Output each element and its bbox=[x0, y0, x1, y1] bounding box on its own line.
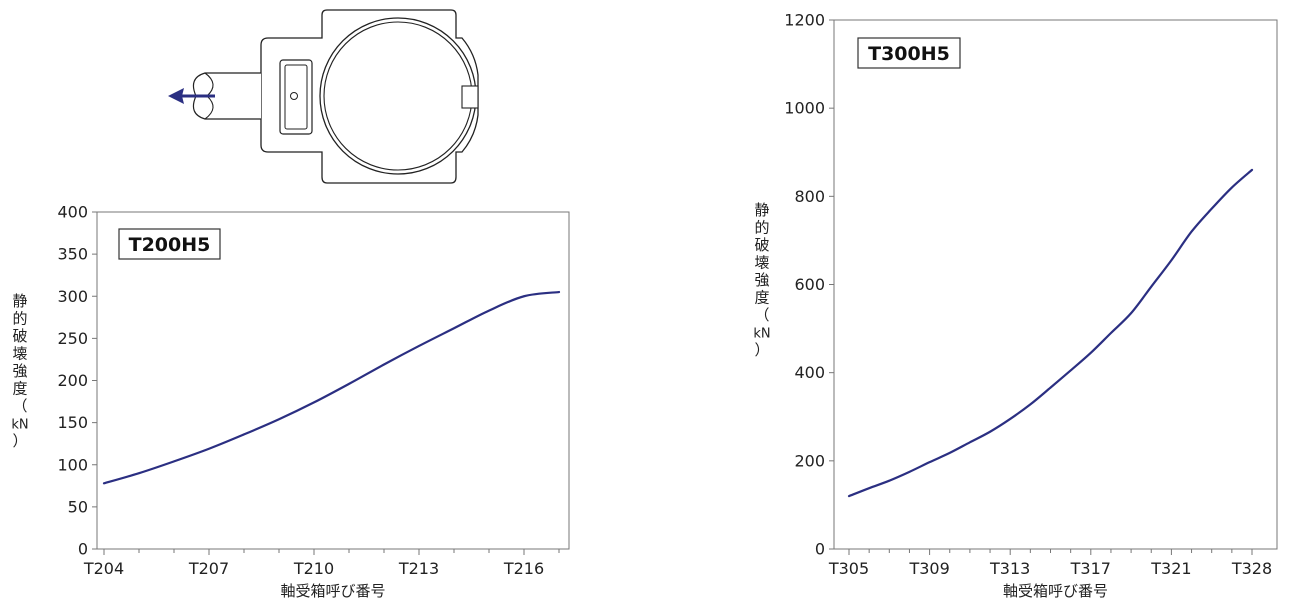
y-tick-label: 1200 bbox=[784, 11, 825, 30]
x-tick-label: T309 bbox=[908, 559, 949, 578]
x-tick-label: T305 bbox=[828, 559, 869, 578]
chart-t300h5: 0 200 400 600 800 1000 1200 T305 T309 T313 T317 T32… bbox=[753, 11, 1278, 600]
x-tick-label: T204 bbox=[83, 559, 124, 578]
y-tick-label: 250 bbox=[57, 329, 88, 348]
housing-side-lug bbox=[461, 85, 479, 109]
y-axis-title-char: 的 bbox=[754, 219, 769, 237]
x-axis-title: 軸受箱呼び番号 bbox=[280, 582, 385, 600]
plot-frame bbox=[96, 211, 570, 550]
y-axis-title-char: 強 bbox=[754, 271, 769, 289]
y-tick-label: 50 bbox=[68, 497, 88, 516]
y-axis-title-char: 壊 bbox=[754, 254, 769, 272]
y-tick-label: 600 bbox=[794, 275, 825, 294]
y-axis-title-char: 静 bbox=[12, 292, 27, 310]
y-axis-title-char: kN bbox=[11, 418, 28, 433]
x-tick-label: T216 bbox=[503, 559, 544, 578]
housing-slot-hole bbox=[290, 92, 298, 100]
y-tick-label: 400 bbox=[57, 203, 88, 222]
series-line bbox=[847, 168, 1254, 498]
y-tick-label: 200 bbox=[794, 451, 825, 470]
bearing-housing-pull-direction-icon bbox=[168, 9, 479, 184]
y-tick-label: 200 bbox=[57, 371, 88, 390]
x-tick-label: T213 bbox=[398, 559, 439, 578]
plot-frame bbox=[833, 19, 1278, 550]
y-axis-title-char: （ bbox=[12, 397, 27, 415]
y-axis-title-char: 強 bbox=[12, 362, 27, 380]
y-axis-title-char: 的 bbox=[12, 310, 27, 328]
y-axis-title-char: kN bbox=[753, 327, 770, 342]
x-tick-label: T321 bbox=[1150, 559, 1191, 578]
x-tick-label: T210 bbox=[293, 559, 334, 578]
y-axis-title-char: 静 bbox=[754, 201, 769, 219]
chart-badge-box bbox=[118, 228, 221, 260]
y-axis-title-char: 壊 bbox=[12, 345, 27, 363]
chart-t200h5: 0 50 100 150 200 250 300 350 400 T204 T207 T210 T213… bbox=[11, 203, 570, 600]
pull-arrow-head bbox=[168, 88, 184, 104]
y-axis-title-char: 度 bbox=[754, 289, 769, 307]
chart-badge-label: T200H5 bbox=[129, 234, 211, 256]
y-tick-label: 350 bbox=[57, 245, 88, 264]
x-tick-label: T207 bbox=[188, 559, 229, 578]
y-tick-label: 300 bbox=[57, 287, 88, 306]
series-line bbox=[102, 290, 561, 485]
x-axis-title: 軸受箱呼び番号 bbox=[1003, 582, 1108, 600]
housing-outline bbox=[260, 9, 479, 184]
y-tick-label: 400 bbox=[794, 363, 825, 382]
y-axis-title-char: ） bbox=[12, 432, 27, 450]
y-tick-label: 0 bbox=[78, 540, 88, 559]
y-tick-label: 1000 bbox=[784, 99, 825, 118]
y-tick-label: 150 bbox=[57, 413, 88, 432]
chart-badge-label: T300H5 bbox=[868, 43, 950, 65]
y-tick-label: 0 bbox=[815, 540, 825, 559]
y-tick-label: 100 bbox=[57, 455, 88, 474]
y-tick-label: 800 bbox=[794, 187, 825, 206]
y-axis-title-char: 破 bbox=[754, 236, 769, 254]
y-axis-title-char: 度 bbox=[12, 380, 27, 398]
x-tick-label: T313 bbox=[989, 559, 1030, 578]
y-axis-title-char: （ bbox=[754, 306, 769, 324]
y-axis-title-char: ） bbox=[754, 341, 769, 359]
x-tick-label: T317 bbox=[1070, 559, 1111, 578]
y-axis-title-char: 破 bbox=[12, 327, 27, 345]
housing-slot-inner bbox=[284, 64, 308, 130]
chart-badge-box bbox=[857, 37, 961, 69]
x-tick-label: T328 bbox=[1231, 559, 1272, 578]
